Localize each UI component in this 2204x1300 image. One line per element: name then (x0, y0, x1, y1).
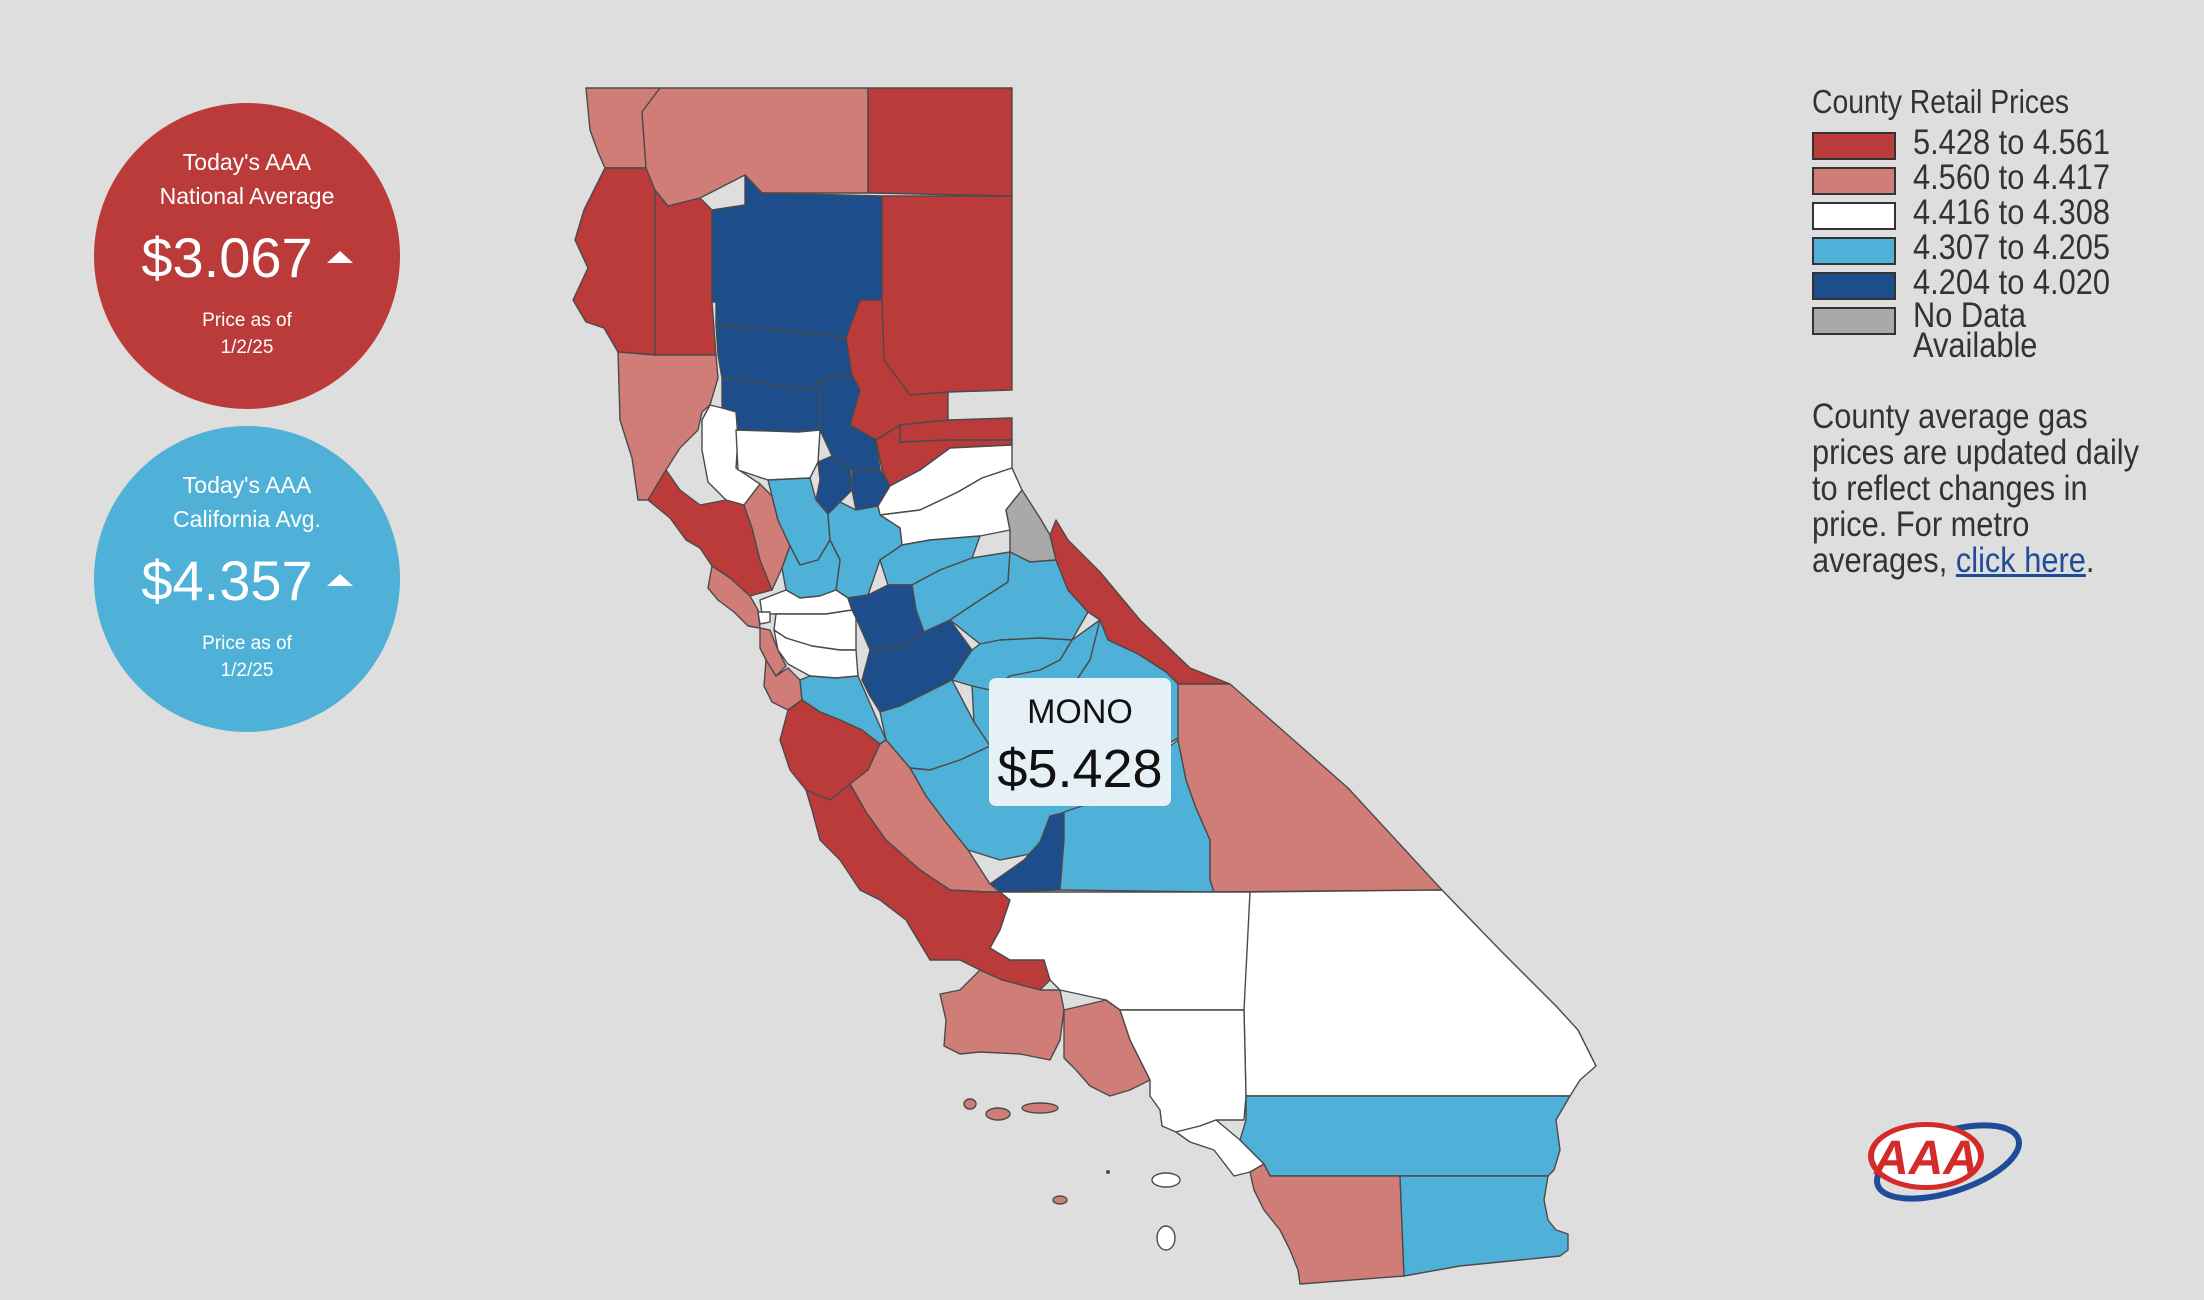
legend-label: 4.416 to 4.308 (1913, 193, 2110, 232)
legend-swatch (1812, 237, 1896, 265)
island-san-nicolas (1052, 1195, 1068, 1205)
legend-swatch (1812, 307, 1896, 335)
county-tooltip: MONO $5.428 (989, 678, 1171, 806)
national-average-title: Today's AAA National Average (94, 145, 400, 213)
county-humboldt[interactable] (572, 167, 656, 356)
legend: County Retail Prices 5.428 to 4.561 4.56… (1812, 78, 2172, 579)
legend-swatch (1812, 202, 1896, 230)
legend-label: 4.307 to 4.205 (1913, 228, 2110, 267)
state-asof-date: 1/2/25 (220, 660, 274, 681)
legend-item: 4.204 to 4.020 (1812, 263, 2172, 302)
county-san-bernardino[interactable] (1243, 889, 1597, 1097)
county-san-diego[interactable] (1249, 1163, 1405, 1285)
state-price-date: Price as of 1/2/25 (94, 630, 400, 684)
tooltip-county-price: $5.428 (997, 739, 1163, 799)
no-data-line1: No Data (1913, 296, 2026, 335)
state-average-badge: Today's AAA California Avg. $4.357 Price… (94, 426, 400, 732)
state-asof-label: Price as of (202, 633, 292, 654)
up-triangle-icon (326, 573, 353, 586)
legend-item: 5.428 to 4.561 (1812, 123, 2172, 162)
legend-note: County average gas prices are updated da… (1812, 399, 2146, 579)
legend-item-no-data: No Data Available (1812, 296, 2172, 365)
legend-item: 4.307 to 4.205 (1812, 228, 2172, 267)
county-san-mateo[interactable] (759, 627, 787, 677)
county-san-francisco[interactable] (757, 611, 771, 625)
legend-label-no-data: No Data Available (1913, 296, 2038, 365)
national-price-row: $3.067 (94, 225, 400, 290)
metro-averages-link[interactable]: click here (1955, 541, 2086, 580)
state-title-line2: California Avg. (173, 506, 321, 532)
up-triangle-icon (326, 250, 353, 263)
national-price: $3.067 (141, 226, 313, 289)
county-mendocino[interactable] (617, 351, 719, 501)
county-santa-barbara[interactable] (939, 969, 1065, 1061)
national-asof-date: 1/2/25 (220, 337, 274, 358)
state-price-row: $4.357 (94, 548, 400, 613)
island-santa-rosa (963, 1098, 977, 1110)
legend-item: 4.416 to 4.308 (1812, 193, 2172, 232)
national-price-date: Price as of 1/2/25 (94, 307, 400, 361)
county-colusa[interactable] (735, 429, 821, 481)
county-marin[interactable] (707, 565, 761, 629)
legend-note-end: . (2085, 541, 2095, 580)
county-imperial[interactable] (1399, 1175, 1569, 1277)
national-asof-label: Price as of (202, 310, 292, 331)
county-ventura[interactable] (1063, 999, 1151, 1097)
logo-text: AAA (1873, 1132, 1978, 1185)
island-santa-barbara-dot (1106, 1170, 1110, 1174)
legend-swatch (1812, 132, 1896, 160)
no-data-line2: Available (1913, 326, 2038, 365)
county-butte[interactable] (819, 374, 881, 471)
state-average-title: Today's AAA California Avg. (94, 468, 400, 536)
island-catalina (1151, 1172, 1181, 1188)
legend-label: 5.428 to 4.561 (1913, 123, 2110, 162)
legend-swatch (1812, 167, 1896, 195)
legend-label: 4.560 to 4.417 (1913, 158, 2110, 197)
state-price: $4.357 (141, 549, 313, 612)
legend-label: 4.204 to 4.020 (1913, 263, 2110, 302)
island-anacapa (1021, 1102, 1059, 1114)
county-modoc[interactable] (867, 87, 1013, 197)
county-lassen[interactable] (879, 195, 1013, 396)
national-average-badge: Today's AAA National Average $3.067 Pric… (94, 103, 400, 409)
national-title-line1: Today's AAA (182, 149, 312, 175)
national-title-line2: National Average (159, 183, 335, 209)
legend-title: County Retail Prices (1812, 83, 2070, 120)
legend-swatch (1812, 272, 1896, 300)
legend-item: 4.560 to 4.417 (1812, 158, 2172, 197)
county-inyo[interactable] (1177, 683, 1443, 893)
county-trinity[interactable] (654, 189, 717, 356)
county-riverside[interactable] (1239, 1095, 1571, 1177)
tooltip-county-name: MONO (1027, 693, 1133, 731)
aaa-logo-icon: AAA (1868, 1122, 2022, 1202)
state-title-line1: Today's AAA (182, 472, 312, 498)
legend-note-text: County average gas prices are updated da… (1812, 397, 2140, 580)
county-alpine[interactable] (1005, 489, 1057, 563)
island-san-clemente (1156, 1225, 1176, 1251)
island-santa-cruz (985, 1107, 1011, 1121)
